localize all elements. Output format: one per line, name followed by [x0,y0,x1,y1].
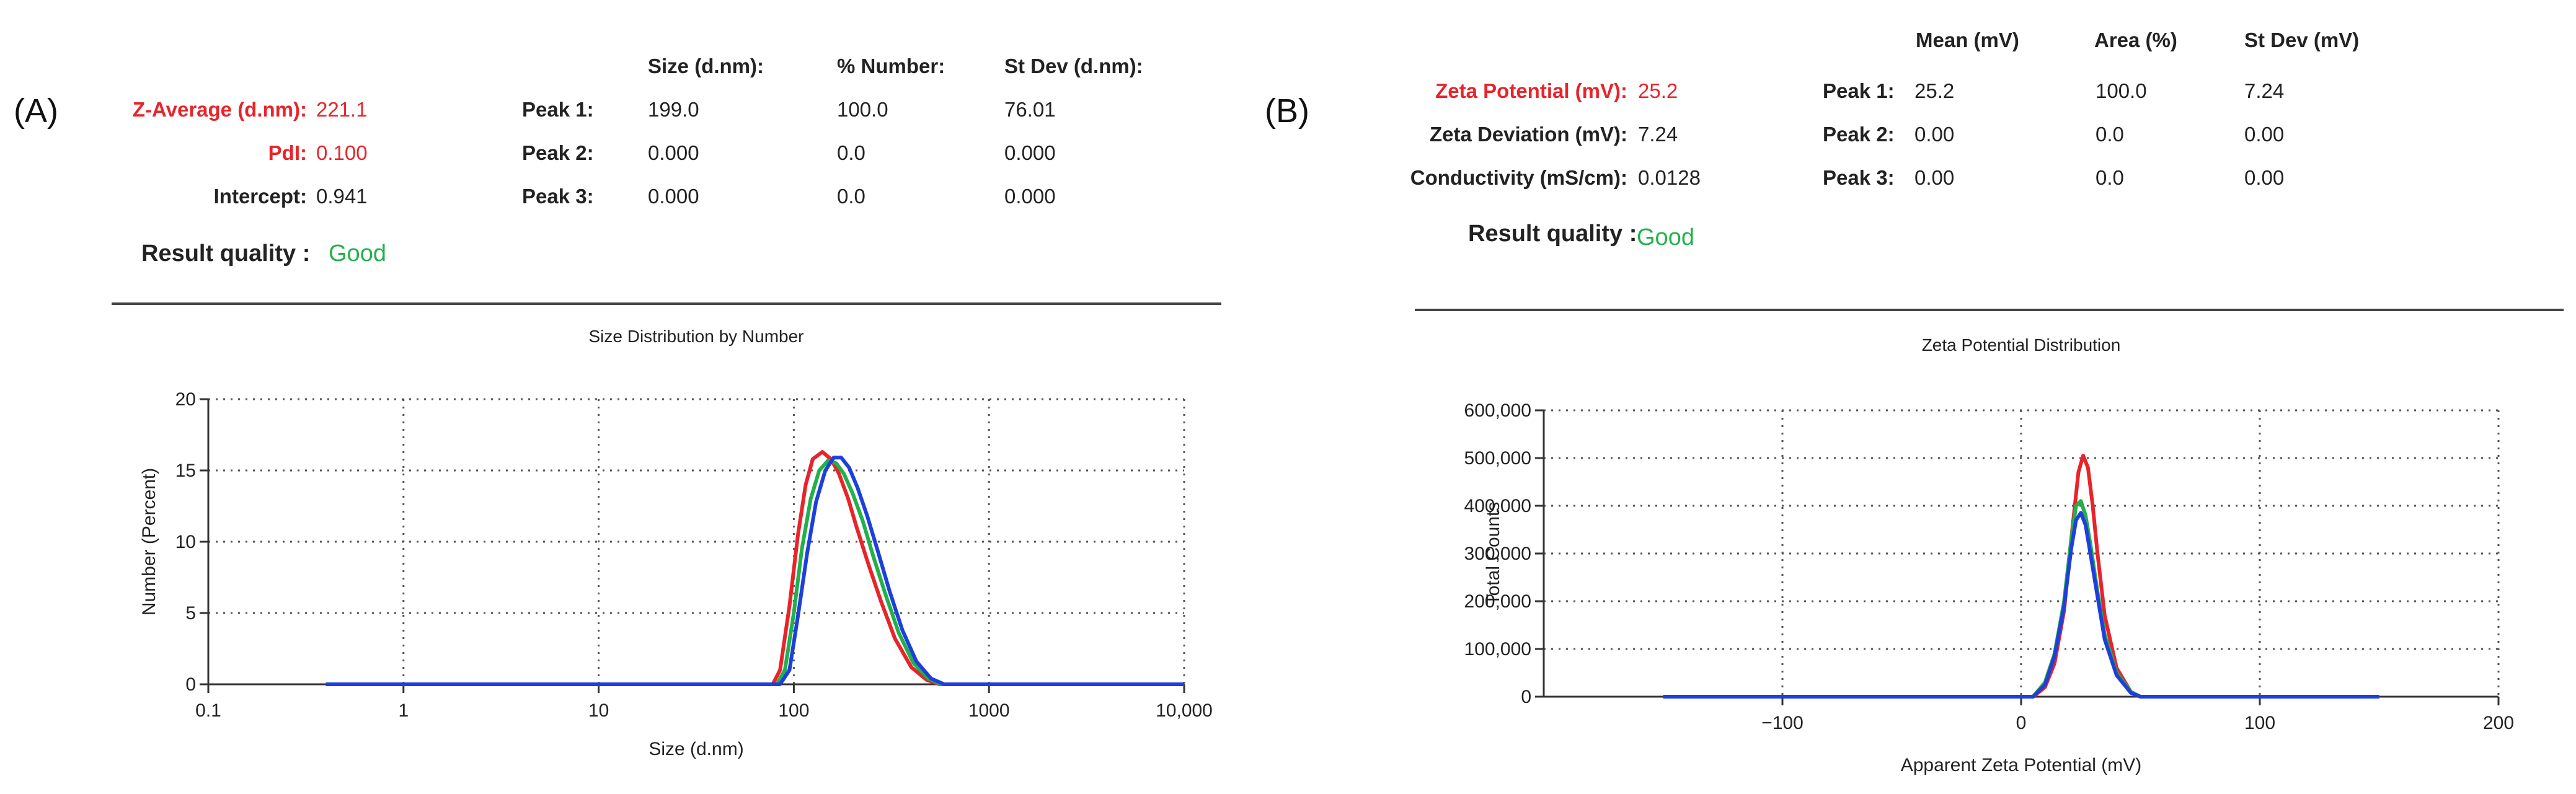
panel-b-letter: (B) [1265,92,1309,130]
zeta-y-tick-label: 600,000 [1464,400,1531,421]
conductivity-label: Conductivity (mS/cm): [1410,166,1627,189]
size-chart-title: Size Distribution by Number [588,327,803,346]
panel-b-divider [1415,309,2564,311]
peak3-stdev: 0.000 [1004,185,1056,208]
intercept-label: Intercept: [213,185,307,208]
panel-a-result-quality-value: Good [329,240,386,267]
peak3-label: Peak 3: [522,185,594,208]
zeta-chart: Zeta Potential Distribution 0 100,000 200,0… [1464,335,2514,775]
b-peak1-stdev: 7.24 [2244,79,2285,102]
pdi-label: PdI: [268,141,307,164]
size-x-tick-label: 100 [778,700,809,721]
size-x-tick-label: 0.1 [195,700,221,721]
zeta-x-tick-label: −100 [1761,713,1804,733]
zeta-deviation-label: Zeta Deviation (mV): [1429,123,1627,146]
b-peak2-label: Peak 2: [1823,123,1895,146]
peak3-number: 0.0 [837,185,865,208]
peak1-size: 199.0 [648,98,699,121]
zeta-potential-value: 25.2 [1638,79,1678,102]
number-header: % Number: [837,55,945,77]
b-peak3-mean: 0.00 [1914,166,1955,189]
zeta-deviation-value: 7.24 [1638,123,1678,146]
panel-b-result-quality-value: Good [1637,224,1694,250]
stdev-header: St Dev (d.nm): [1004,55,1143,77]
zeta-y-tick-label: 500,000 [1464,448,1531,469]
peak2-label: Peak 2: [522,141,594,164]
size-y-tick-label: 20 [175,389,196,410]
size-x-axis-label: Size (d.nm) [648,739,743,759]
b-peak1-area: 100.0 [2096,79,2147,102]
size-series-line-green [325,458,1184,686]
size-series-line-blue [325,456,1184,686]
area-header: Area (%) [2094,29,2177,51]
z-average-value: 221.1 [316,98,368,121]
conductivity-value: 0.0128 [1638,166,1701,189]
zeta-x-tick-label: 100 [2244,713,2275,733]
zeta-y-tick-label: 0 [1521,687,1531,707]
intercept-value: 0.941 [316,185,368,208]
zeta-potential-label: Zeta Potential (mV): [1435,79,1627,102]
peak2-number: 0.0 [837,141,865,164]
zeta-y-axis-label: Total Counts [1483,502,1503,606]
size-x-tick-label: 10 [588,700,609,721]
b-peak1-label: Peak 1: [1823,79,1895,102]
size-series-line-red [325,450,1184,686]
stdev-mv-header: St Dev (mV) [2244,29,2360,51]
peak1-stdev: 76.01 [1004,98,1056,121]
panel-a-result-quality-label: Result quality : [141,240,311,267]
b-peak2-mean: 0.00 [1914,123,1955,146]
peak2-stdev: 0.000 [1004,141,1056,164]
zeta-x-tick-label: 0 [2016,713,2027,733]
zeta-x-axis-label: Apparent Zeta Potential (mV) [1901,755,2142,775]
z-average-label: Z-Average (d.nm): [132,98,307,121]
size-chart: Size Distribution by Number 0 5 10 15 20 0.1 1 1… [139,327,1213,759]
pdi-value: 0.100 [316,141,368,164]
size-header: Size (d.nm): [648,55,764,77]
size-y-tick-label: 15 [175,461,196,481]
panel-a-letter: (A) [14,92,58,130]
mean-header: Mean (mV) [1916,29,2019,51]
zeta-series-line-blue [1663,511,2379,699]
panel-a-divider [112,302,1221,305]
zeta-x-tick-label: 200 [2483,713,2514,733]
size-y-tick-label: 5 [185,603,196,624]
b-peak3-stdev: 0.00 [2244,166,2285,189]
b-peak1-mean: 25.2 [1914,79,1955,102]
panel-b-result-quality-label: Result quality : [1468,221,1637,247]
peak1-number: 100.0 [837,98,888,121]
zeta-y-tick-label: 300,000 [1464,544,1531,564]
size-y-axis-label: Number (Percent) [139,468,159,615]
b-peak3-area: 0.0 [2096,166,2124,189]
size-y-tick-label: 0 [185,674,196,695]
peak2-size: 0.000 [648,141,699,164]
zeta-series-line-red [1663,454,2379,699]
size-x-tick-label: 1000 [968,700,1010,721]
zeta-y-tick-label: 100,000 [1464,639,1531,659]
zeta-y-tick-label: 200,000 [1464,591,1531,612]
zeta-chart-title: Zeta Potential Distribution [1922,335,2121,355]
size-x-tick-label: 10,000 [1156,700,1213,721]
peak3-size: 0.000 [648,185,699,208]
size-x-tick-label: 1 [398,700,409,721]
zeta-y-tick-label: 400,000 [1464,496,1531,516]
size-y-tick-label: 10 [175,532,196,552]
b-peak3-label: Peak 3: [1823,166,1895,189]
peak1-label: Peak 1: [522,98,594,121]
b-peak2-stdev: 0.00 [2244,123,2285,146]
b-peak2-area: 0.0 [2096,123,2124,146]
